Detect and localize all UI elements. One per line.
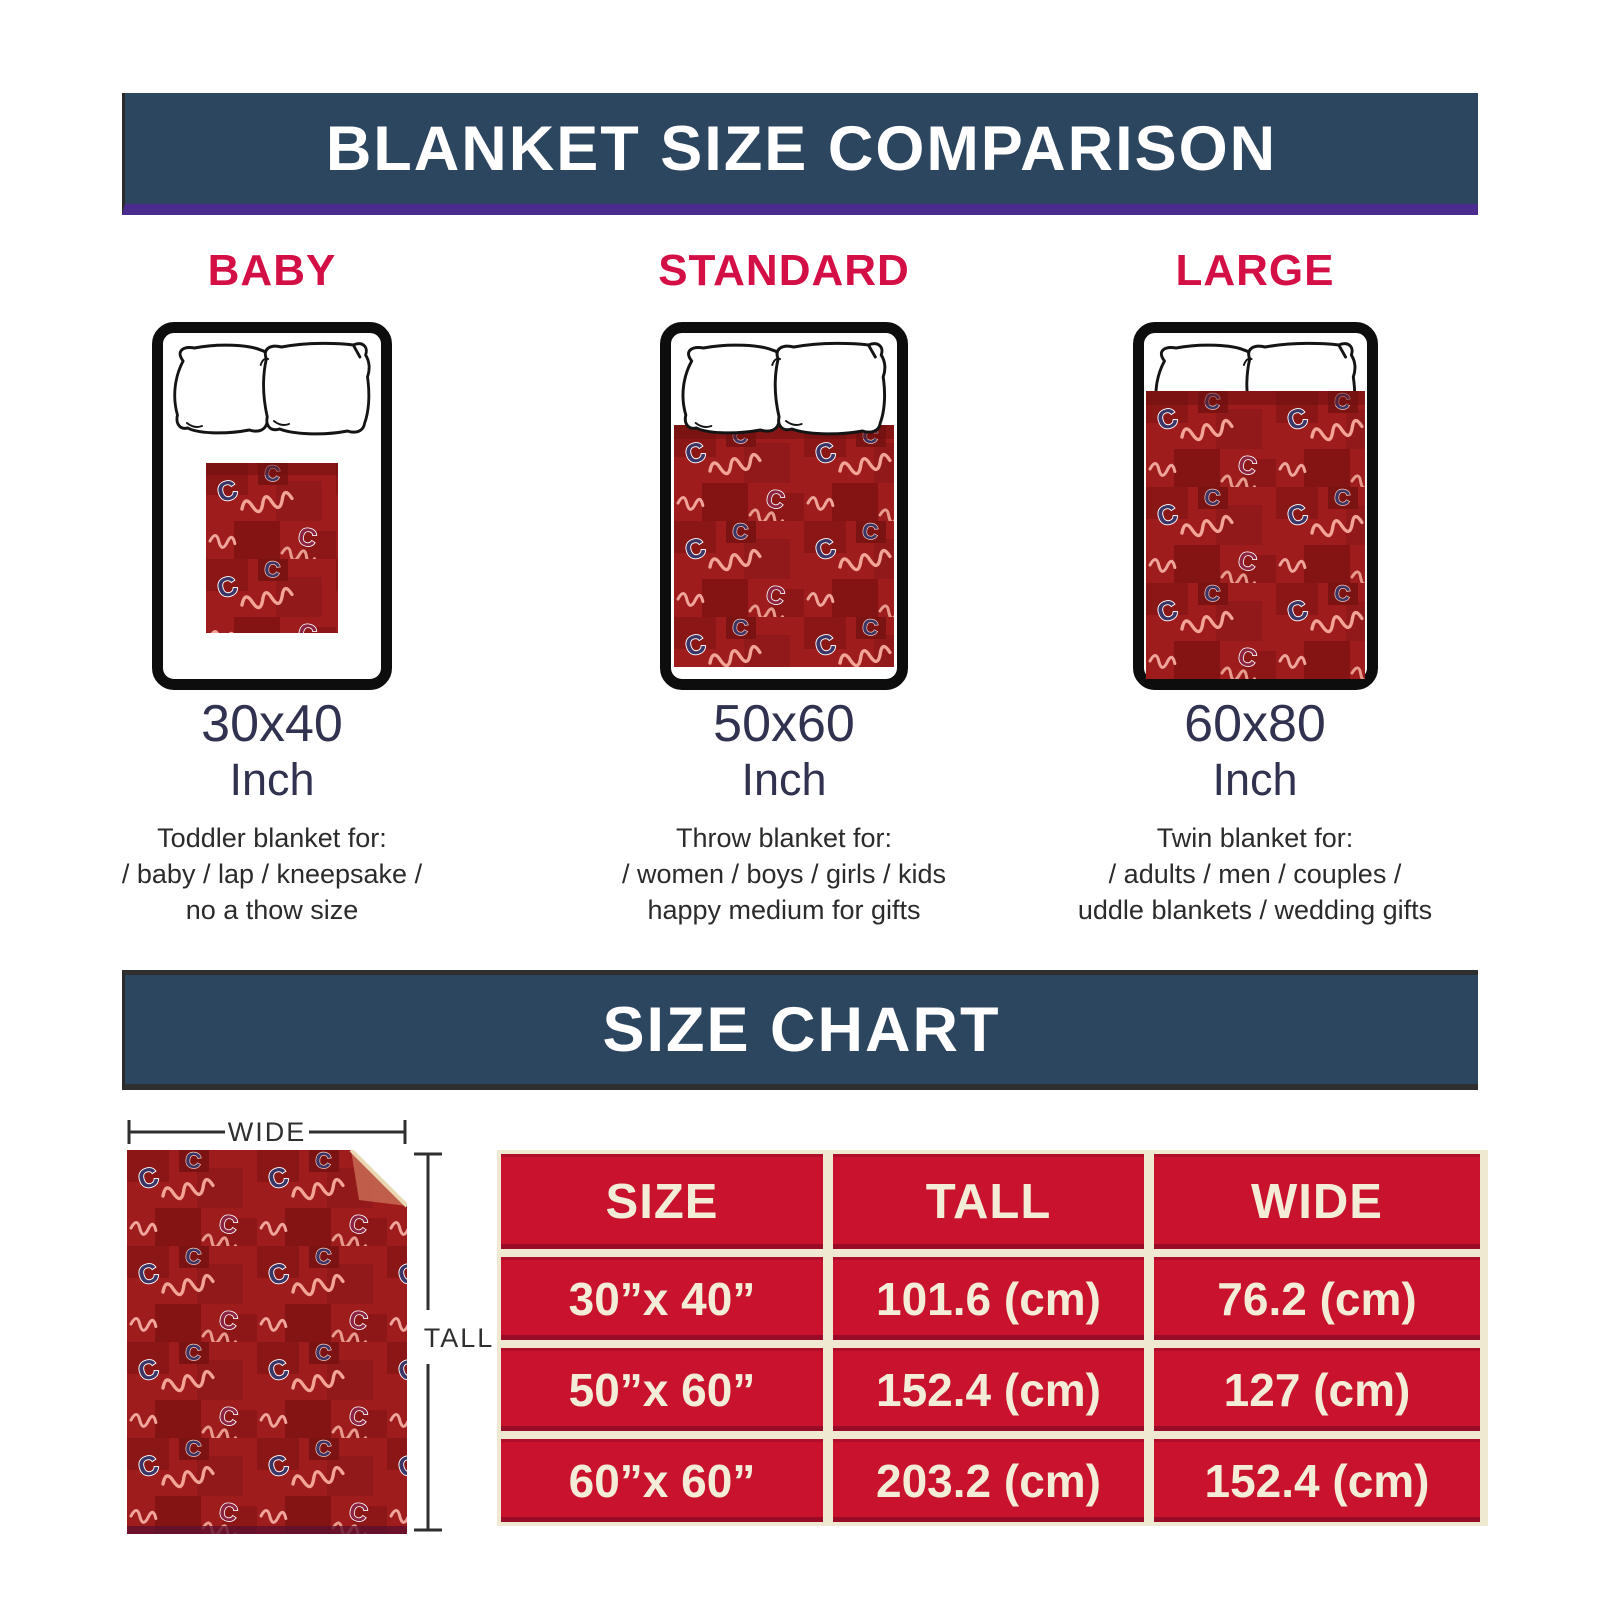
description-line: no a thow size (185, 895, 359, 925)
table-header-wide: WIDE (1154, 1154, 1480, 1249)
description-line: / adults / men / couples / (1108, 859, 1402, 889)
tall-measure-line: TALL (414, 1152, 495, 1532)
table-cell-wide: 152.4 (cm) (1154, 1439, 1480, 1522)
unit-large: Inch (1212, 754, 1298, 805)
size-chart-banner: SIZE CHART (122, 970, 1478, 1090)
unit-baby: Inch (229, 754, 315, 805)
blanket-swatch-standard (674, 425, 894, 667)
bed-illustration-large (1133, 322, 1378, 690)
description-large: Twin blanket for: / adults / men / coupl… (1020, 820, 1490, 928)
pillows-icon (173, 341, 371, 436)
table-header-size: SIZE (501, 1154, 823, 1249)
description-baby: Toddler blanket for: / baby / lap / knee… (37, 820, 507, 928)
pillows-icon (681, 341, 887, 436)
description-line: Throw blanket for: (675, 823, 893, 853)
wide-label: WIDE (228, 1117, 307, 1147)
table-header-tall: TALL (833, 1154, 1144, 1249)
table-cell-wide: 76.2 (cm) (1154, 1257, 1480, 1340)
table-cell-tall: 203.2 (cm) (833, 1439, 1144, 1522)
table-cell-size: 50”x 60” (501, 1348, 823, 1431)
tall-label: TALL (424, 1323, 495, 1353)
dimension-standard: 50x60 (713, 695, 855, 753)
blanket-diagram (127, 1150, 407, 1534)
table-cell-size: 60”x 60” (501, 1439, 823, 1522)
bed-illustration-standard (660, 322, 908, 690)
blanket-swatch-baby (206, 463, 338, 633)
description-line: / baby / lap / kneepsake / (121, 859, 423, 889)
size-chart-table: SIZE TALL WIDE 30”x 40” 101.6 (cm) 76.2 … (497, 1150, 1488, 1526)
blanket-swatch-large (1146, 391, 1365, 679)
table-cell-tall: 101.6 (cm) (833, 1257, 1144, 1340)
size-label-large: LARGE (1175, 246, 1335, 295)
description-standard: Throw blanket for: / women / boys / girl… (549, 820, 1019, 928)
description-line: uddle blankets / wedding gifts (1077, 895, 1433, 925)
description-line: / women / boys / girls / kids (621, 859, 947, 889)
table-cell-tall: 152.4 (cm) (833, 1348, 1144, 1431)
page-title: BLANKET SIZE COMPARISON (325, 113, 1278, 184)
size-label-standard: STANDARD (658, 246, 910, 295)
header-banner: BLANKET SIZE COMPARISON (122, 93, 1478, 215)
description-line: happy medium for gifts (647, 895, 921, 925)
unit-standard: Inch (741, 754, 827, 805)
description-line: Toddler blanket for: (157, 823, 387, 853)
bed-illustration-baby (152, 322, 392, 690)
dimension-baby: 30x40 (201, 695, 343, 753)
table-cell-wide: 127 (cm) (1154, 1348, 1480, 1431)
wide-measure-line: WIDE (127, 1117, 407, 1147)
size-label-baby: BABY (207, 246, 337, 295)
dimension-large: 60x80 (1184, 695, 1326, 753)
description-line: Twin blanket for: (1156, 823, 1354, 853)
table-cell-size: 30”x 40” (501, 1257, 823, 1340)
size-chart-title: SIZE CHART (602, 994, 1001, 1065)
